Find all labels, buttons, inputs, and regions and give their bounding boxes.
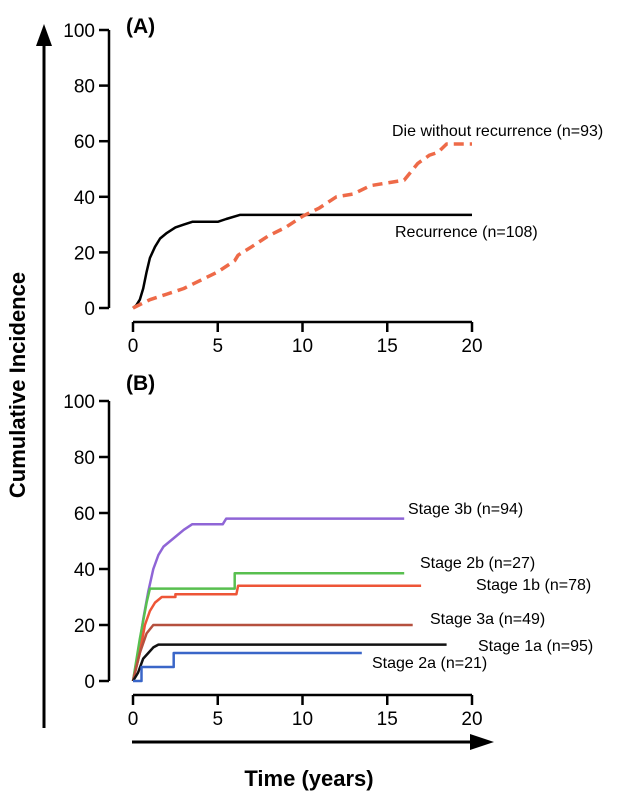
x-axis-arrow (132, 734, 494, 750)
series-line (131, 571, 405, 682)
x-tick-label: 5 (212, 336, 223, 357)
series-line (131, 584, 422, 682)
y-tick-label: 80 (74, 77, 95, 98)
series-label: Stage 1b (n=78) (476, 577, 591, 594)
x-tick-label: 20 (461, 336, 482, 357)
x-tick-label: 15 (377, 336, 398, 357)
x-axis-title: Time (years) (244, 766, 373, 791)
y-tick-label: 60 (74, 504, 95, 525)
series-label: Stage 2b (n=27) (420, 555, 535, 572)
series-line (131, 623, 413, 682)
series-label: Stage 2a (n=21) (372, 655, 487, 672)
x-tick-label: 10 (292, 336, 313, 357)
y-tick-label: 60 (74, 132, 95, 153)
y-tick-label: 0 (84, 299, 95, 320)
y-tick-label: 40 (74, 560, 95, 581)
y-tick-label: 100 (63, 392, 95, 413)
x-tick-label: 15 (377, 709, 398, 730)
panel-label: (B) (126, 372, 155, 395)
series-label: Stage 3b (n=94) (408, 501, 523, 518)
panel-b: 0 20 40 60 80 100 0 5 10 15 20 (B) Stage 3b (n=94) St… (63, 372, 593, 730)
y-tick-label: 20 (74, 616, 95, 637)
series-label: Stage 3a (n=49) (430, 611, 545, 628)
y-tick-label: 100 (63, 21, 95, 42)
series-line (132, 142, 472, 310)
y-axis-title: Cumulative Incidence (5, 272, 30, 498)
x-tick-label: 20 (461, 709, 482, 730)
series-label: Stage 1a (n=95) (478, 638, 593, 655)
y-tick-label: 80 (74, 448, 95, 469)
x-tick-label: 10 (292, 709, 313, 730)
y-axis-arrow (36, 24, 52, 728)
series-label: Die without recurrence (n=93) (392, 123, 603, 140)
series-line (133, 651, 362, 683)
series-line (131, 643, 447, 682)
x-tick-label: 0 (128, 709, 139, 730)
series-line (132, 213, 472, 309)
series-label: Recurrence (n=108) (395, 224, 538, 241)
y-tick-label: 0 (84, 672, 95, 693)
x-tick-label: 5 (212, 709, 223, 730)
y-tick-label: 40 (74, 188, 95, 209)
y-tick-label: 20 (74, 243, 95, 264)
x-tick-label: 0 (128, 336, 139, 357)
panel-label: (A) (126, 15, 155, 38)
panel-a: 0 20 40 60 80 100 0 5 10 15 20 (A) Recurrence (n=108… (63, 15, 603, 357)
